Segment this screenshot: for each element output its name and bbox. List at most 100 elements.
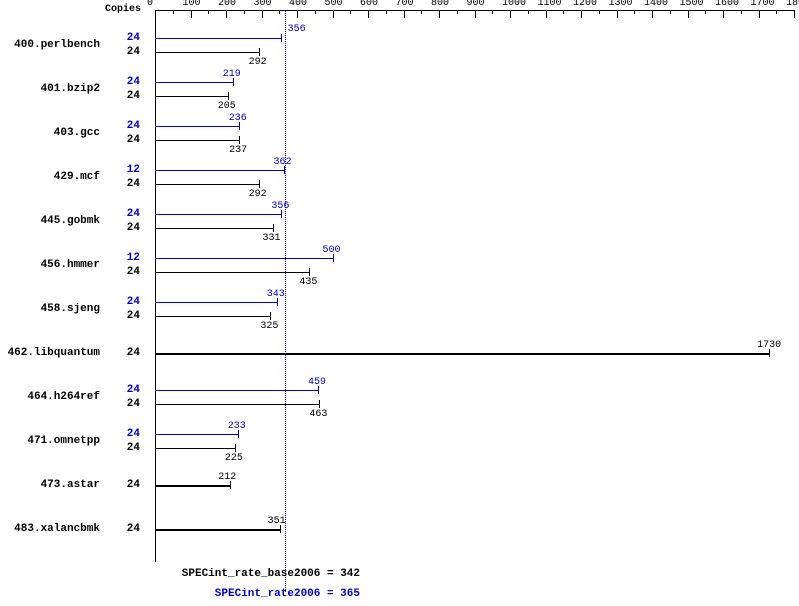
base-copies: 24 (120, 347, 140, 359)
tick-major (368, 10, 369, 18)
tick-label: 1600 (715, 0, 739, 9)
peak-bar (155, 258, 333, 259)
peak-value: 219 (223, 69, 241, 80)
tick-label: 1300 (609, 0, 633, 9)
benchmark-name: 400.perlbench (0, 39, 100, 51)
peak-copies: 24 (120, 32, 140, 44)
tick-minor (457, 10, 458, 14)
tick-minor (528, 10, 529, 14)
base-value: 435 (299, 277, 317, 288)
base-value: 292 (249, 57, 267, 68)
base-bar-cap (309, 268, 310, 276)
base-copies: 24 (120, 266, 140, 278)
tick-minor (315, 10, 316, 14)
base-copies: 24 (120, 479, 140, 491)
peak-value: 343 (267, 289, 285, 300)
base-bar (155, 228, 273, 229)
base-value: 325 (260, 321, 278, 332)
copies-header: Copies (105, 4, 141, 15)
peak-copies: 24 (120, 76, 140, 88)
tick-minor (350, 10, 351, 14)
benchmark-name: 471.omnetpp (0, 435, 100, 447)
peak-copies: 24 (120, 208, 140, 220)
tick-minor (386, 10, 387, 14)
tick-label: 1500 (680, 0, 704, 9)
tick-minor (492, 10, 493, 14)
bar-value: 212 (218, 472, 236, 483)
tick-minor (244, 10, 245, 14)
benchmark-name: 464.h264ref (0, 391, 100, 403)
peak-value: 233 (228, 421, 246, 432)
base-value: 205 (218, 101, 236, 112)
tick-major (155, 10, 156, 18)
peak-copies: 24 (120, 120, 140, 132)
tick-label: 500 (325, 0, 343, 9)
benchmark-name: 403.gcc (0, 127, 100, 139)
base-value: 463 (309, 409, 327, 420)
peak-bar (155, 302, 277, 303)
base-copies: 24 (120, 442, 140, 454)
tick-major (510, 10, 511, 18)
base-bar-cap (259, 180, 260, 188)
peak-bar (155, 82, 233, 83)
base-value: 331 (263, 233, 281, 244)
benchmark-name: 429.mcf (0, 171, 100, 183)
tick-label: 600 (360, 0, 378, 9)
summary-base: SPECint_rate_base2006 = 342 (90, 568, 360, 580)
base-bar-cap (270, 312, 271, 320)
base-bar (155, 52, 259, 53)
base-bar-cap (239, 136, 240, 144)
tick-label: 400 (289, 0, 307, 9)
peak-copies: 24 (120, 296, 140, 308)
tick-minor (173, 10, 174, 14)
peak-bar (155, 434, 238, 435)
tick-major (723, 10, 724, 18)
tick-minor (634, 10, 635, 14)
base-copies: 24 (120, 523, 140, 535)
reference-line (285, 10, 286, 592)
base-value: 237 (229, 145, 247, 156)
tick-major (191, 10, 192, 18)
tick-major (226, 10, 227, 18)
tick-label: 1400 (644, 0, 668, 9)
benchmark-name: 462.libquantum (0, 347, 100, 359)
tick-major (404, 10, 405, 18)
peak-value: 362 (274, 157, 292, 168)
reference-line-label: 356 (288, 24, 306, 35)
benchmark-name: 473.astar (0, 479, 100, 491)
base-copies: 24 (120, 90, 140, 102)
benchmark-name: 445.gobmk (0, 215, 100, 227)
tick-label: 1100 (538, 0, 562, 9)
peak-value: 356 (271, 201, 289, 212)
base-bar-cap (273, 224, 274, 232)
peak-value: 459 (308, 377, 326, 388)
base-bar (155, 485, 230, 487)
base-copies: 24 (120, 178, 140, 190)
base-bar (155, 316, 270, 317)
tick-minor (705, 10, 706, 14)
benchmark-name: 401.bzip2 (0, 83, 100, 95)
peak-value: 500 (323, 245, 341, 256)
base-bar (155, 140, 239, 141)
tick-minor (776, 10, 777, 14)
tick-label: 200 (218, 0, 236, 9)
tick-label: 1700 (751, 0, 775, 9)
tick-major (581, 10, 582, 18)
base-bar (155, 448, 235, 449)
tick-major (546, 10, 547, 18)
tick-label: 1000 (502, 0, 526, 9)
peak-bar (155, 126, 239, 127)
base-bar-cap (228, 92, 229, 100)
tick-major (688, 10, 689, 18)
tick-major (262, 10, 263, 18)
peak-bar (155, 214, 281, 215)
base-bar (155, 353, 769, 355)
base-value: 225 (225, 453, 243, 464)
peak-bar (155, 170, 284, 171)
peak-value: 236 (229, 113, 247, 124)
tick-label: 100 (183, 0, 201, 9)
base-bar-cap (319, 400, 320, 408)
tick-minor (670, 10, 671, 14)
tick-minor (421, 10, 422, 14)
base-bar (155, 529, 280, 531)
